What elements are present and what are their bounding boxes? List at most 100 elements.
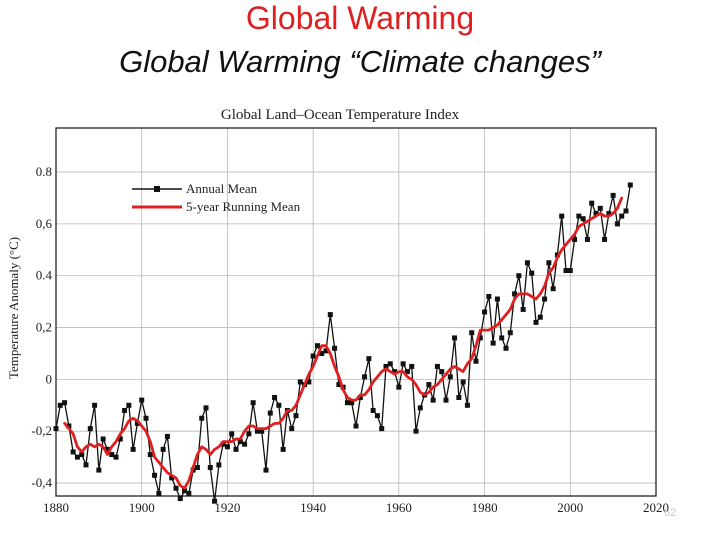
annual-mean-point (327, 312, 333, 318)
annual-mean-point (524, 260, 530, 266)
annual-mean-point (293, 413, 299, 419)
annual-mean-point (289, 426, 295, 432)
y-tick-label: 0.4 (36, 268, 53, 283)
annual-mean-point (614, 221, 620, 227)
annual-mean-point (383, 363, 389, 369)
page-number: 62 (664, 507, 677, 519)
annual-mean-point (349, 400, 355, 406)
annual-mean-point (589, 200, 595, 206)
annual-mean-point (186, 490, 192, 496)
x-tick-label: 1980 (472, 500, 498, 515)
annual-mean-point (207, 464, 213, 470)
annual-mean-point (610, 192, 616, 198)
slide-title: Global Warming (245, 0, 475, 36)
annual-mean-point (606, 211, 612, 217)
annual-mean-point (344, 400, 350, 406)
annual-mean-point (160, 446, 166, 452)
y-tick-label: 0,2 (36, 320, 52, 335)
annual-mean-point (156, 490, 162, 496)
annual-mean-point (400, 361, 406, 367)
annual-mean-point (62, 400, 68, 406)
y-tick-label: 0 (46, 371, 53, 386)
annual-mean-point (297, 379, 303, 385)
annual-mean-point (404, 369, 410, 375)
annual-mean-point (250, 400, 256, 406)
annual-mean-point (439, 369, 445, 375)
annual-mean-point (572, 236, 578, 242)
annual-mean-point (122, 407, 128, 413)
chart-title: Global Land–Ocean Temperature Index (221, 107, 460, 123)
annual-mean-point (199, 415, 205, 421)
annual-mean-point (53, 426, 59, 432)
annual-mean-point (503, 345, 509, 351)
annual-mean-point (417, 405, 423, 411)
annual-mean-point (280, 446, 286, 452)
annual-mean-point (310, 353, 316, 359)
annual-mean-point (374, 413, 380, 419)
x-tick-label: 2020 (643, 500, 669, 515)
annual-mean-point (430, 397, 436, 403)
x-tick-label: 1900 (129, 500, 155, 515)
annual-mean-point (580, 216, 586, 222)
annual-mean-point (426, 382, 432, 388)
annual-mean-point (66, 423, 72, 429)
annual-mean-point (306, 379, 312, 385)
annual-mean-point (242, 441, 248, 447)
legend-running-label: 5-year Running Mean (186, 199, 301, 214)
annual-mean-point (100, 436, 106, 442)
annual-mean-point (263, 467, 269, 473)
annual-mean-point (494, 296, 500, 302)
annual-mean-point (117, 436, 123, 442)
annual-mean-point (353, 423, 359, 429)
annual-mean-point (627, 182, 633, 188)
annual-mean-point (379, 426, 385, 432)
annual-mean-point (357, 395, 363, 401)
annual-mean-point (533, 319, 539, 325)
annual-mean-point (529, 270, 535, 276)
annual-mean-point (623, 208, 629, 214)
annual-mean-point (537, 314, 543, 320)
annual-mean-point (486, 293, 492, 299)
annual-mean-point (482, 309, 488, 315)
annual-mean-point (147, 452, 153, 458)
annual-mean-point (387, 361, 393, 367)
annual-mean-point (237, 439, 243, 445)
annual-mean-point (567, 268, 573, 274)
annual-mean-point (224, 444, 230, 450)
annual-mean-point (469, 330, 475, 336)
annual-mean-point (194, 464, 200, 470)
annual-mean-point (584, 236, 590, 242)
annual-mean-point (259, 428, 265, 434)
annual-mean-point (164, 433, 170, 439)
annual-mean-point (542, 296, 548, 302)
y-tick-label: 0.8 (36, 164, 52, 179)
annual-mean-point (87, 426, 93, 432)
annual-mean-point (113, 454, 119, 460)
annual-mean-point (139, 397, 145, 403)
x-tick-label: 1940 (300, 500, 326, 515)
annual-mean-point (79, 452, 85, 458)
annual-mean-point (516, 273, 522, 279)
annual-mean-point (216, 462, 222, 468)
annual-mean-point (173, 485, 179, 491)
annual-mean-point (70, 449, 76, 455)
annual-mean-point (229, 431, 235, 437)
annual-mean-point (267, 410, 273, 416)
annual-mean-point (323, 348, 329, 354)
annual-mean-point (490, 340, 496, 346)
annual-mean-point (246, 431, 252, 437)
legend: Annual Mean 5-year Running Mean (132, 181, 301, 214)
annual-mean-point (220, 441, 226, 447)
annual-mean-point (96, 467, 102, 473)
annual-mean-point (130, 446, 136, 452)
annual-mean-point (473, 358, 479, 364)
annual-mean-point (452, 335, 458, 341)
annual-mean-point (152, 472, 158, 478)
x-tick-label: 1960 (386, 500, 412, 515)
annual-mean-point (182, 488, 188, 494)
annual-mean-point (520, 306, 526, 312)
axis-ticks: 1880 1900 1920 1940 1960 1980 2000 2020 -0,4 -0,2… (31, 164, 669, 515)
x-tick-label: 2000 (557, 500, 583, 515)
annual-mean-point (413, 428, 419, 434)
annual-mean-point (74, 454, 80, 460)
